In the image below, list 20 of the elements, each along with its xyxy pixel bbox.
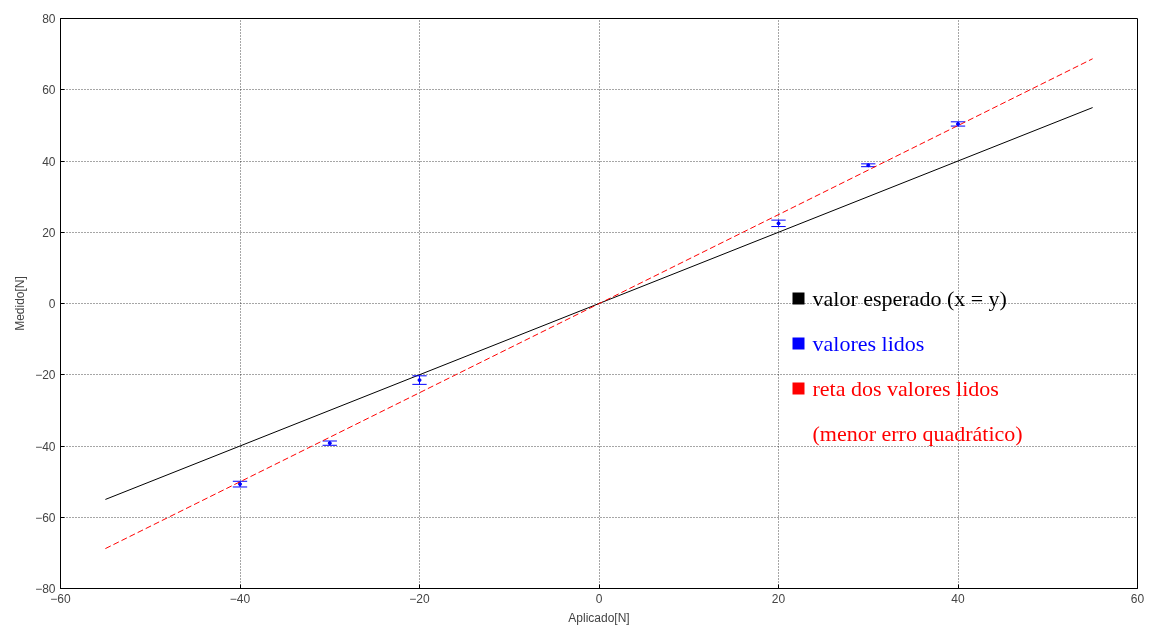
- x-tick-label: 60: [1130, 591, 1145, 606]
- y-tick-label: −60: [35, 510, 56, 525]
- y-tick-label: 0: [48, 297, 56, 311]
- legend-label: valores lidos: [812, 331, 925, 356]
- x-tick-label: 20: [771, 591, 786, 606]
- y-tick-label: −80: [35, 582, 56, 596]
- y-tick-label: 60: [42, 83, 56, 98]
- y-tick-label: −40: [35, 439, 56, 454]
- y-tick-label: 20: [42, 225, 56, 240]
- legend-label: reta dos valores lidos (menor erro quadrático): [812, 376, 1023, 446]
- x-tick-label: 0: [595, 591, 603, 606]
- x-tick-label: 40: [951, 591, 965, 606]
- y-tick-label: −20: [35, 368, 56, 383]
- y-axis-title: Medido[N]: [13, 276, 28, 331]
- x-tick-label: −40: [229, 591, 251, 606]
- x-axis-title: Aplicado[N]: [568, 610, 630, 625]
- y-tick-label: 40: [42, 154, 56, 169]
- x-tick-label: −20: [409, 591, 430, 606]
- legend-label: valor esperado (x = y): [812, 286, 1007, 311]
- y-tick-label: 80: [42, 12, 56, 26]
